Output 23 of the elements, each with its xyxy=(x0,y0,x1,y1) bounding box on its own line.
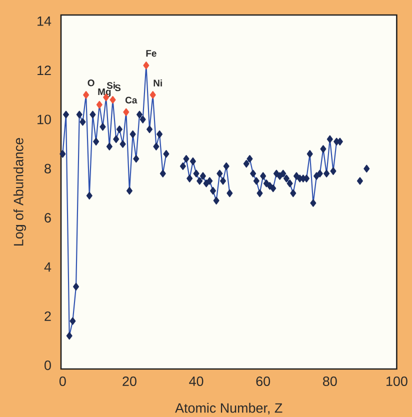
x-axis-title: Atomic Number, Z xyxy=(175,402,282,414)
y-tick-label: 4 xyxy=(44,262,52,272)
y-tick-label: 8 xyxy=(44,164,51,174)
x-tick-label: 40 xyxy=(189,376,204,386)
annotation: Si xyxy=(106,82,115,89)
x-tick-label: 60 xyxy=(256,376,270,386)
annotation: Fe xyxy=(146,50,156,57)
y-tick-label: 10 xyxy=(38,114,51,124)
x-tick-label: 100 xyxy=(386,376,408,386)
x-tick-label: 0 xyxy=(59,376,66,386)
y-tick-label: 2 xyxy=(44,311,51,321)
annotation: O xyxy=(88,80,94,86)
annotation: Ca xyxy=(125,96,138,104)
annotation: S xyxy=(114,84,121,92)
x-tick-label: 80 xyxy=(322,376,337,386)
x-tick-label: 20 xyxy=(122,376,136,386)
y-tick-label: 14 xyxy=(38,16,52,26)
y-axis-title: Log of Abundance xyxy=(13,138,26,246)
annotation: Mg xyxy=(98,88,111,97)
y-tick-label: 6 xyxy=(44,213,51,223)
y-tick-label: 12 xyxy=(38,66,51,76)
annotation: Ni xyxy=(154,79,162,86)
y-tick-label: 0 xyxy=(44,360,51,370)
